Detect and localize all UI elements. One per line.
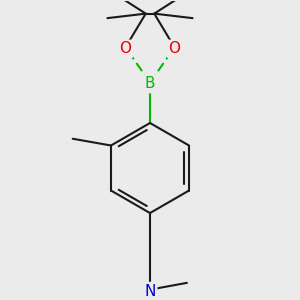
Text: O: O — [119, 41, 131, 56]
Text: O: O — [169, 41, 181, 56]
Text: B: B — [145, 76, 155, 92]
Text: N: N — [144, 284, 156, 298]
